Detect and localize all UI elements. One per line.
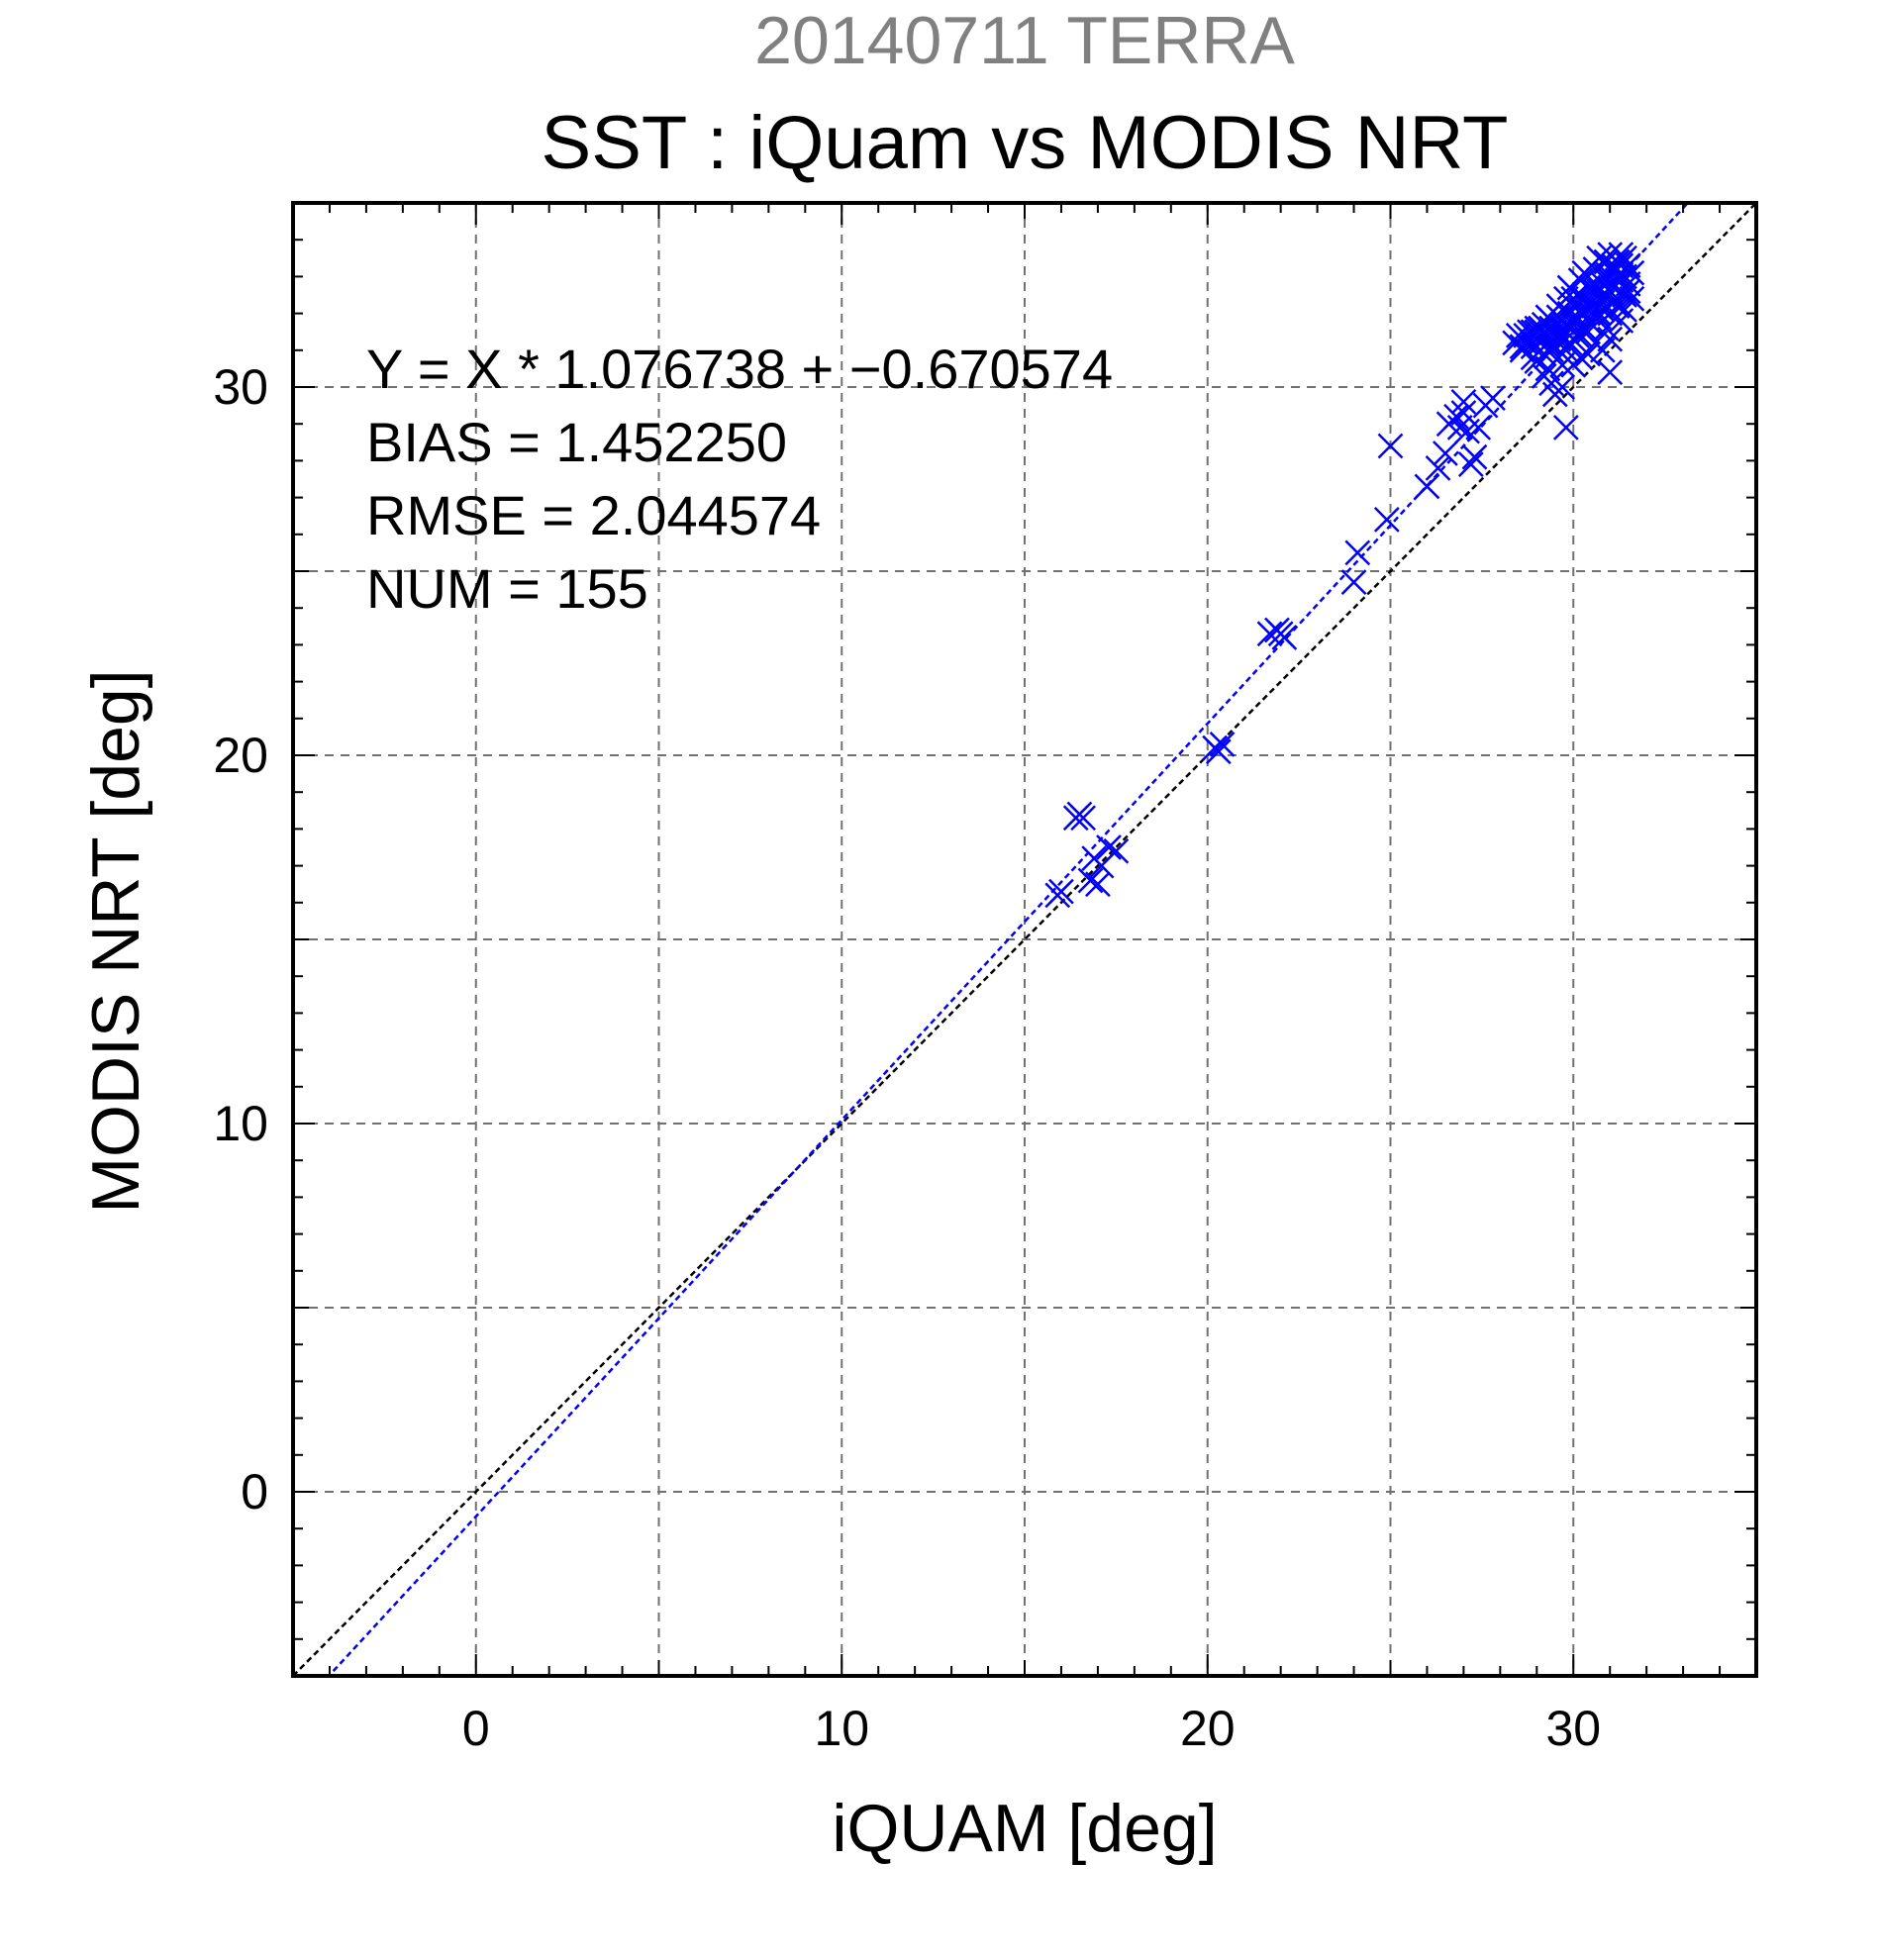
data-point [1524,315,1550,342]
data-point [1552,415,1579,441]
grid-lines [293,203,1756,1676]
data-point [1531,311,1557,338]
data-point [1344,539,1371,566]
data-point [1457,451,1484,478]
data-point [1377,433,1404,459]
data-point [1085,871,1111,898]
data-point [1465,415,1492,441]
data-point [1531,362,1557,389]
data-point [1571,300,1598,327]
regression-equation: Y = X * 1.076738 + −0.670574 [366,338,1113,400]
data-point [1103,837,1130,864]
axis-ticks [292,202,1757,1677]
data-point [1517,319,1542,345]
x-tick-label: 0 [462,1701,490,1756]
data-point [1480,385,1506,412]
data-point [1373,507,1400,533]
data-point [1615,252,1641,279]
data-point [1425,454,1451,481]
data-point [1560,351,1587,378]
y-tick-label: 10 [213,1096,268,1151]
reference-lines [293,203,1756,1676]
data-point [1070,805,1097,832]
data-point [1608,242,1634,267]
num-value: NUM = 155 [366,557,648,620]
data-point [1567,267,1594,294]
y-tick-label: 20 [213,728,268,783]
data-point [1612,296,1637,323]
data-point [1509,334,1535,359]
x-axis-label: iQUAM [deg] [832,1791,1217,1866]
chart-supertitle: 20140711 TERRA [754,3,1295,78]
x-tick-label: 10 [814,1701,869,1756]
data-point [1538,308,1564,334]
data-point [1077,867,1104,894]
data-points [1044,242,1645,909]
regression-line [327,203,1690,1676]
data-point [1575,341,1601,367]
data-point [1549,374,1576,400]
data-point [1619,259,1645,286]
rmse-value: RMSE = 2.044574 [366,484,821,546]
data-point [1593,248,1620,275]
y-tick-label: 0 [241,1464,268,1519]
data-point [1433,441,1458,466]
data-point [1446,415,1473,441]
y-tick-label: 30 [213,359,268,415]
bias-value: BIAS = 1.452250 [366,411,787,473]
x-tick-label: 30 [1545,1701,1601,1756]
data-point [1549,351,1576,378]
data-point [1256,621,1283,647]
data-point [1450,388,1477,415]
data-point [1340,569,1367,596]
data-point [1096,834,1122,860]
x-tick-label: 20 [1180,1701,1236,1756]
axis-tick-labels: 0 10 20 30 0 10 20 30 [213,359,1601,1756]
data-point [1267,621,1294,647]
data-point [1048,878,1074,905]
data-point [1582,256,1609,282]
stats-annotation: Y = X * 1.076738 + −0.670574 BIAS = 1.45… [366,338,1113,620]
data-point [1560,308,1587,334]
data-point [1461,443,1488,470]
data-point [1552,285,1579,312]
data-point [1209,731,1236,757]
chart-title: SST : iQuam vs MODIS NRT [542,101,1509,185]
data-point [1414,473,1440,500]
y-axis-label: MODIS NRT [deg] [78,669,153,1213]
data-point [1205,738,1232,765]
data-point [1597,359,1624,386]
